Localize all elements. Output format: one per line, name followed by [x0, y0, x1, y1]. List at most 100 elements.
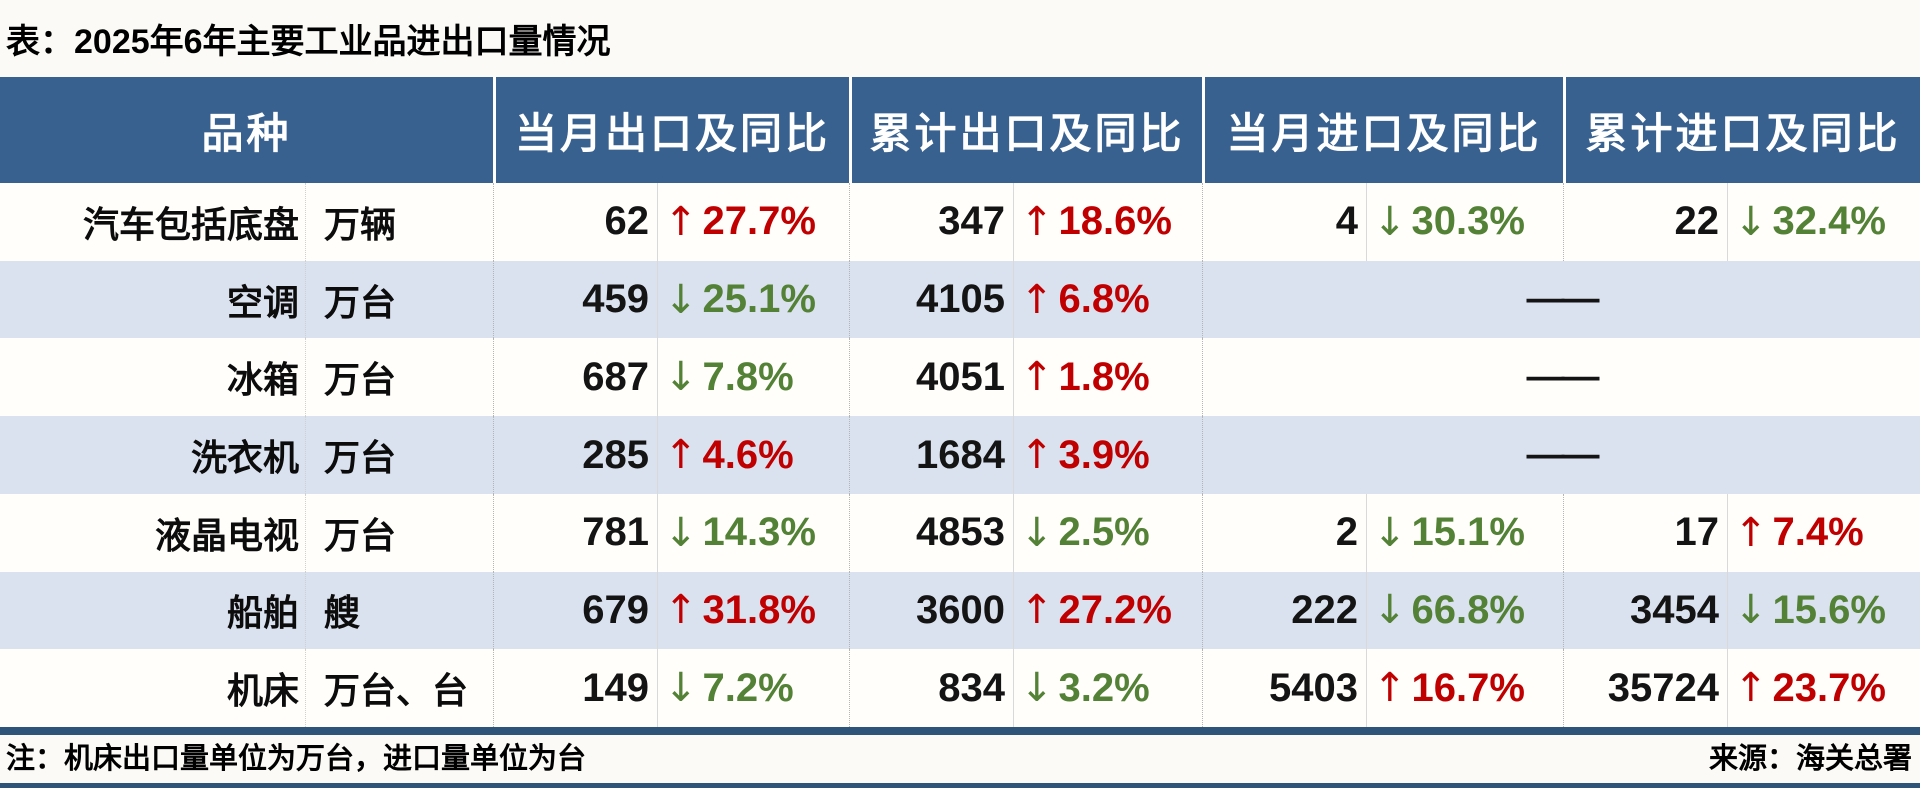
data-cell: 285 ↑ 4.6%	[493, 416, 849, 494]
value-change: ↑ 7.4%	[1728, 510, 1920, 556]
value-number: 1684	[850, 416, 1014, 494]
source-label: 来源：海关总署	[1708, 743, 1912, 775]
value-number: 679	[494, 571, 658, 650]
change-percent: 2.5%	[1058, 510, 1150, 555]
product-name: 船舶	[0, 571, 306, 650]
bottom-edge-rule	[0, 783, 1920, 788]
no-data-placeholder: ——	[1202, 260, 1920, 339]
value-number: 285	[494, 416, 658, 494]
arrow-icon: ↓	[1020, 665, 1054, 712]
product-unit: 万台	[324, 514, 397, 556]
change-percent: 3.2%	[1058, 665, 1150, 710]
change-percent: 66.8%	[1411, 587, 1525, 632]
product-unit: 万台、台	[324, 670, 469, 712]
change-percent: 15.1%	[1411, 510, 1525, 555]
no-data-placeholder: ——	[1202, 338, 1920, 417]
value-number: 4853	[850, 493, 1014, 572]
arrow-icon: ↑	[664, 198, 698, 245]
data-cell: 17 ↑ 7.4%	[1563, 493, 1920, 572]
product-unit: 艘	[324, 592, 361, 634]
data-cell: 3454 ↓ 15.6%	[1563, 571, 1920, 650]
value-change: ↑ 1.8%	[1014, 354, 1202, 400]
product-name: 空调	[0, 260, 306, 339]
data-cell: 4 ↓ 30.3%	[1202, 183, 1563, 261]
value-number: 3600	[850, 571, 1014, 650]
arrow-icon: ↑	[1020, 587, 1054, 634]
arrow-icon: ↑	[664, 432, 698, 479]
product-name: 冰箱	[0, 338, 306, 417]
product-cell: 船舶 艘	[0, 571, 493, 650]
value-change: ↓ 3.2%	[1014, 665, 1202, 711]
value-change: ↑ 4.6%	[658, 432, 849, 478]
column-header-cumulative-import: 累计进口及同比	[1563, 77, 1920, 183]
table-row: 机床 万台、台 149 ↓ 7.2% 834 ↓ 3.2% 5403 ↑ 16.7% …	[0, 649, 1920, 728]
column-header-monthly-import: 当月进口及同比	[1202, 77, 1563, 183]
change-percent: 31.8%	[702, 587, 816, 632]
value-change: ↓ 14.3%	[658, 510, 849, 556]
value-number: 222	[1203, 571, 1367, 650]
change-percent: 15.6%	[1772, 587, 1886, 632]
data-cell: 459 ↓ 25.1%	[493, 260, 849, 339]
change-percent: 7.2%	[702, 665, 794, 710]
change-percent: 4.6%	[702, 432, 794, 477]
value-change: ↓ 7.8%	[658, 354, 849, 400]
data-cell: 347 ↑ 18.6%	[849, 183, 1202, 261]
data-cell: 5403 ↑ 16.7%	[1202, 649, 1563, 728]
value-number: 834	[850, 649, 1014, 728]
data-cell: 1684 ↑ 3.9%	[849, 416, 1202, 494]
arrow-icon: ↑	[1020, 432, 1054, 479]
footnote: 注：机床出口量单位为万台，进口量单位为台	[6, 743, 587, 775]
change-percent: 7.8%	[702, 354, 794, 399]
data-cell: 2 ↓ 15.1%	[1202, 493, 1563, 572]
change-percent: 25.1%	[702, 277, 816, 322]
product-cell: 机床 万台、台	[0, 649, 493, 728]
value-change: ↑ 18.6%	[1014, 199, 1202, 245]
value-change: ↑ 6.8%	[1014, 277, 1202, 323]
arrow-icon: ↑	[1020, 354, 1054, 401]
product-name: 机床	[0, 649, 306, 728]
change-percent: 16.7%	[1411, 665, 1525, 710]
value-number: 781	[494, 493, 658, 572]
value-change: ↓ 7.2%	[658, 665, 849, 711]
product-name: 液晶电视	[0, 493, 306, 572]
data-cell: 4051 ↑ 1.8%	[849, 338, 1202, 417]
value-number: 459	[494, 260, 658, 339]
data-cell: 222 ↓ 66.8%	[1202, 571, 1563, 650]
product-cell: 液晶电视 万台	[0, 493, 493, 572]
value-number: 17	[1564, 493, 1728, 572]
value-number: 687	[494, 338, 658, 417]
value-number: 4105	[850, 260, 1014, 339]
arrow-icon: ↑	[1020, 276, 1054, 323]
table-body: 汽车包括底盘 万辆 62 ↑ 27.7% 347 ↑ 18.6% 4 ↓ 30.3% …	[0, 183, 1920, 728]
table-row: 船舶 艘 679 ↑ 31.8% 3600 ↑ 27.2% 222 ↓ 66.8% 3…	[0, 571, 1920, 650]
product-cell: 空调 万台	[0, 260, 493, 339]
data-cell: 4105 ↑ 6.8%	[849, 260, 1202, 339]
change-percent: 1.8%	[1058, 354, 1150, 399]
table-row: 汽车包括底盘 万辆 62 ↑ 27.7% 347 ↑ 18.6% 4 ↓ 30.3% …	[0, 183, 1920, 261]
value-number: 4	[1203, 183, 1367, 261]
value-change: ↑ 27.2%	[1014, 587, 1202, 633]
value-change: ↓ 66.8%	[1367, 587, 1563, 633]
data-cell: 62 ↑ 27.7%	[493, 183, 849, 261]
arrow-icon: ↓	[664, 509, 698, 556]
data-cell: 22 ↓ 32.4%	[1563, 183, 1920, 261]
value-change: ↑ 3.9%	[1014, 432, 1202, 478]
data-cell: 4853 ↓ 2.5%	[849, 493, 1202, 572]
product-name: 汽车包括底盘	[0, 183, 306, 261]
value-change: ↑ 31.8%	[658, 587, 849, 633]
change-percent: 23.7%	[1772, 665, 1886, 710]
arrow-icon: ↓	[664, 354, 698, 401]
product-name: 洗衣机	[0, 416, 306, 494]
arrow-icon: ↓	[664, 276, 698, 323]
value-number: 149	[494, 649, 658, 728]
arrow-icon: ↓	[1734, 198, 1768, 245]
value-change: ↑ 27.7%	[658, 199, 849, 245]
arrow-icon: ↓	[1373, 509, 1407, 556]
product-unit: 万辆	[324, 203, 397, 245]
page-title: 表：2025年6年主要工业品进出口量情况	[6, 23, 611, 61]
table-row: 洗衣机 万台 285 ↑ 4.6% 1684 ↑ 3.9% ——	[0, 416, 1920, 494]
product-cell: 洗衣机 万台	[0, 416, 493, 494]
value-change: ↓ 32.4%	[1728, 199, 1920, 245]
product-unit: 万台	[324, 437, 397, 479]
column-header-monthly-export: 当月出口及同比	[493, 77, 849, 183]
